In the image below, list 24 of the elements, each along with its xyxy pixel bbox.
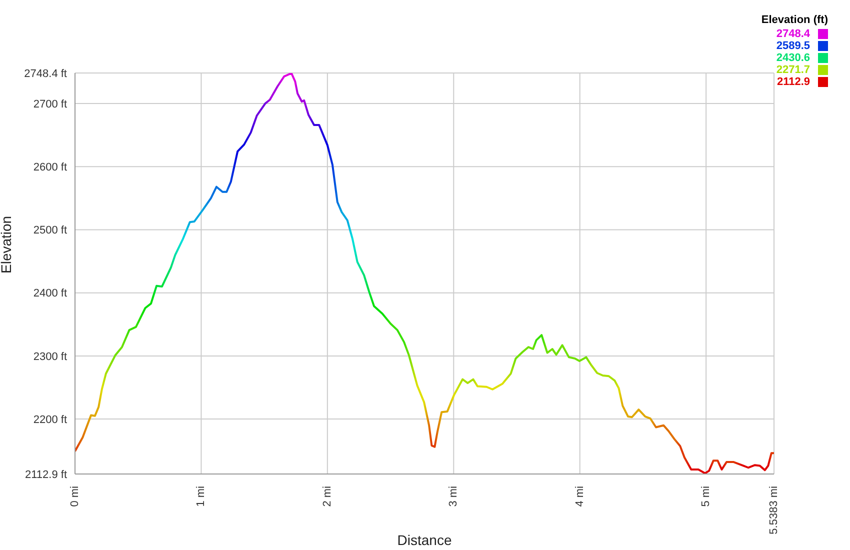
color-bar-label: 2271.7	[776, 64, 810, 76]
line-series	[75, 73, 774, 474]
x-axis-title: Distance	[397, 532, 452, 548]
x-tick-label: 3 mi	[448, 486, 460, 507]
color-bar-title: Elevation (ft)	[761, 14, 828, 26]
y-axis-title: Elevation	[0, 216, 14, 274]
x-tick-label: 5 mi	[700, 486, 712, 507]
y-tick-label: 2748.4 ft	[24, 68, 67, 80]
x-tick-label: 4 mi	[574, 486, 586, 507]
color-bar-label: 2748.4	[776, 28, 810, 40]
x-tick-label: 0 mi	[69, 486, 81, 507]
x-tick-label: 1 mi	[195, 486, 208, 507]
color-bar-label: 2430.6	[776, 52, 810, 64]
x-tick-label: 5.5383 mi	[768, 486, 780, 534]
y-tick-label: 2700 ft	[33, 98, 67, 110]
y-tick-label: 2400 ft	[33, 288, 67, 300]
y-tick-label: 2200 ft	[33, 414, 67, 426]
color-bar-label: 2589.5	[776, 40, 810, 52]
x-tick-label: 2 mi	[321, 486, 334, 507]
y-tick-label: 2112.9 ft	[25, 468, 67, 481]
y-tick-label: 2300 ft	[33, 350, 67, 363]
y-tick-label: 2600 ft	[33, 162, 67, 174]
color-bar-label: 2112.9	[776, 76, 810, 88]
y-tick-label: 2500 ft	[33, 224, 67, 237]
